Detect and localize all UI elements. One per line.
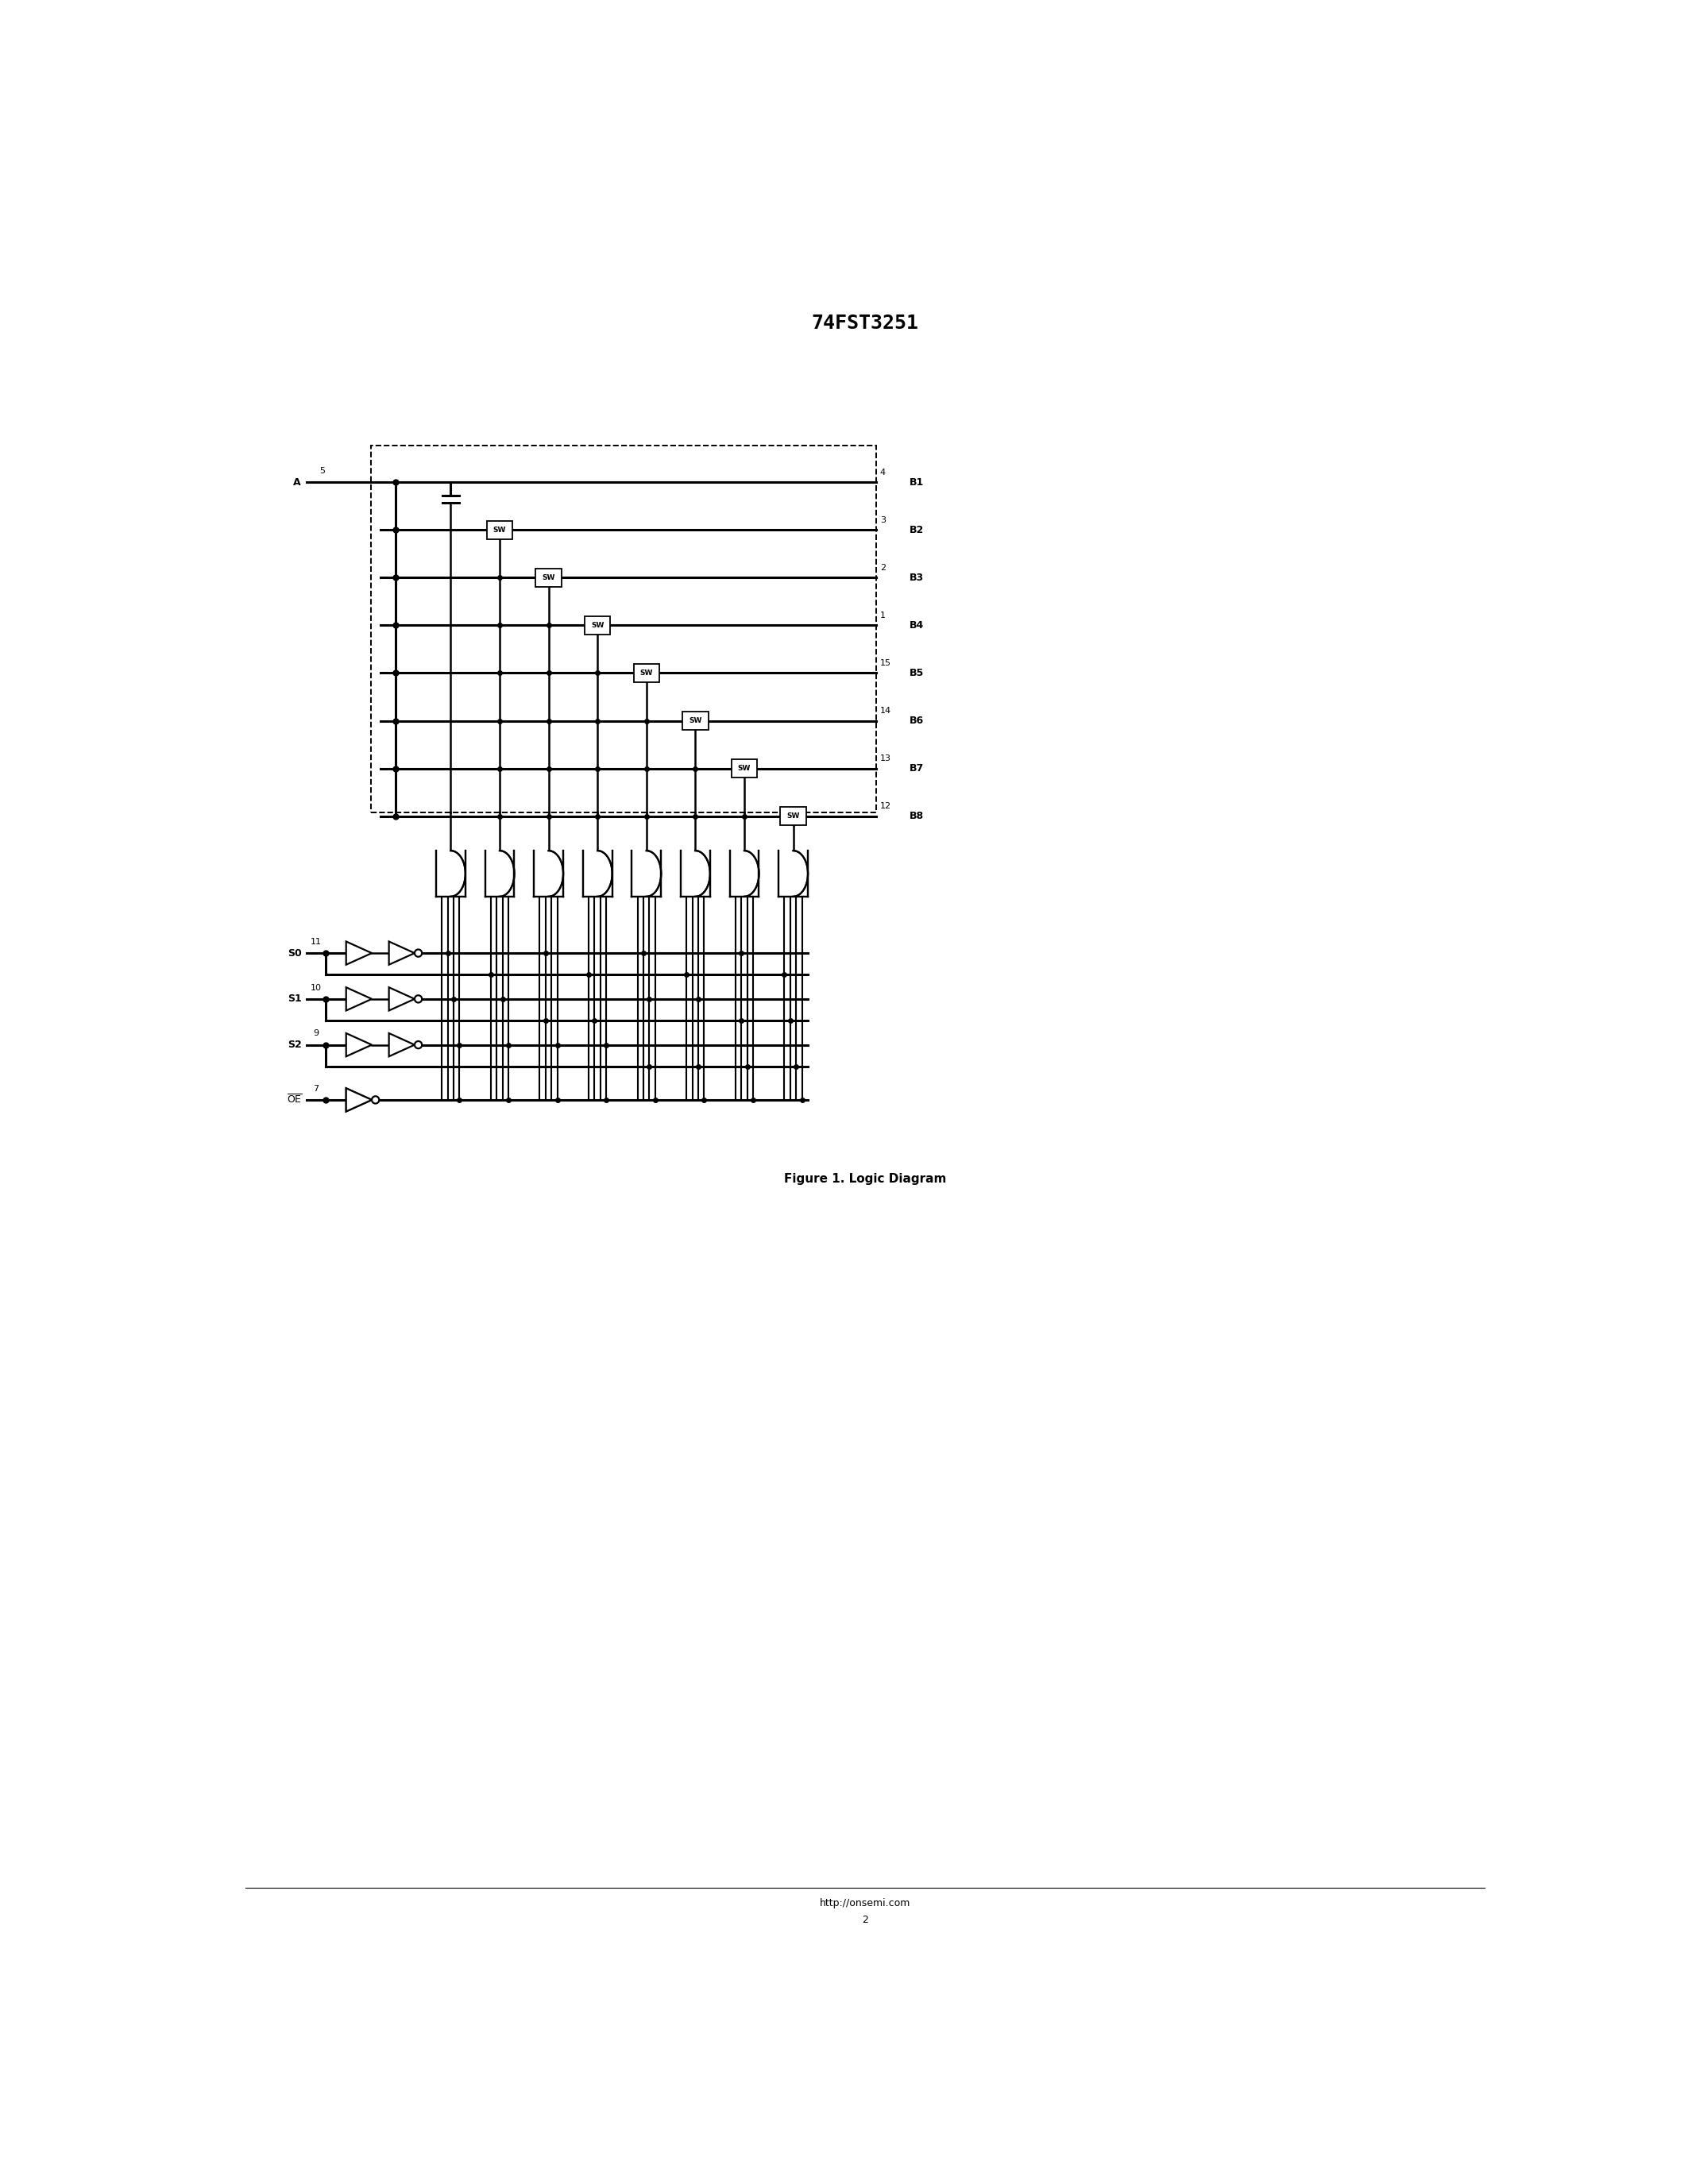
- Text: SW: SW: [640, 670, 653, 677]
- Text: $\overline{\mathrm{OE}}$: $\overline{\mathrm{OE}}$: [287, 1094, 302, 1105]
- Polygon shape: [388, 987, 415, 1011]
- Text: SW: SW: [493, 526, 506, 533]
- Bar: [780, 806, 807, 826]
- Text: 5: 5: [319, 467, 326, 474]
- Circle shape: [415, 950, 422, 957]
- Polygon shape: [631, 852, 662, 898]
- Text: 2: 2: [863, 1915, 868, 1924]
- Polygon shape: [484, 852, 515, 898]
- Text: A: A: [294, 476, 300, 487]
- Text: Figure 1. Logic Diagram: Figure 1. Logic Diagram: [783, 1173, 947, 1186]
- Polygon shape: [388, 941, 415, 965]
- Bar: [731, 760, 758, 778]
- Text: 4: 4: [879, 467, 886, 476]
- Text: 12: 12: [879, 802, 891, 810]
- Text: S1: S1: [289, 994, 302, 1005]
- Text: 2: 2: [879, 563, 886, 572]
- Text: B3: B3: [910, 572, 923, 583]
- Circle shape: [415, 996, 422, 1002]
- Polygon shape: [680, 852, 711, 898]
- Polygon shape: [388, 1033, 415, 1057]
- Text: S2: S2: [289, 1040, 302, 1051]
- Text: 13: 13: [879, 753, 891, 762]
- Circle shape: [415, 1042, 422, 1048]
- Polygon shape: [436, 852, 466, 898]
- Text: 14: 14: [879, 708, 891, 714]
- Polygon shape: [346, 987, 371, 1011]
- Text: 7: 7: [314, 1085, 319, 1092]
- Text: S0: S0: [289, 948, 302, 959]
- Text: 15: 15: [879, 660, 891, 666]
- Text: 11: 11: [311, 937, 322, 946]
- Text: 10: 10: [311, 983, 322, 992]
- Text: B5: B5: [910, 668, 923, 679]
- Text: 74FST3251: 74FST3251: [812, 314, 918, 332]
- Text: SW: SW: [738, 764, 751, 771]
- Text: 9: 9: [314, 1029, 319, 1037]
- Bar: [633, 664, 660, 681]
- Text: 1: 1: [879, 612, 886, 620]
- Bar: [682, 712, 709, 729]
- Bar: [486, 520, 513, 539]
- Text: B4: B4: [910, 620, 923, 631]
- Polygon shape: [346, 1088, 371, 1112]
- Polygon shape: [729, 852, 760, 898]
- Text: http://onsemi.com: http://onsemi.com: [820, 1898, 910, 1909]
- Text: SW: SW: [591, 622, 604, 629]
- Text: B2: B2: [910, 524, 923, 535]
- Circle shape: [371, 1096, 380, 1103]
- Text: SW: SW: [787, 812, 800, 819]
- Polygon shape: [346, 1088, 371, 1112]
- Polygon shape: [346, 1033, 371, 1057]
- Text: SW: SW: [689, 716, 702, 725]
- Text: B7: B7: [910, 762, 923, 773]
- Text: B6: B6: [910, 716, 923, 725]
- Text: B1: B1: [910, 476, 923, 487]
- Text: SW: SW: [542, 574, 555, 581]
- Text: 3: 3: [879, 515, 886, 524]
- Bar: [535, 568, 562, 587]
- Polygon shape: [533, 852, 564, 898]
- Polygon shape: [346, 941, 371, 965]
- Bar: [584, 616, 611, 636]
- Polygon shape: [778, 852, 809, 898]
- Polygon shape: [582, 852, 613, 898]
- Text: B8: B8: [910, 810, 923, 821]
